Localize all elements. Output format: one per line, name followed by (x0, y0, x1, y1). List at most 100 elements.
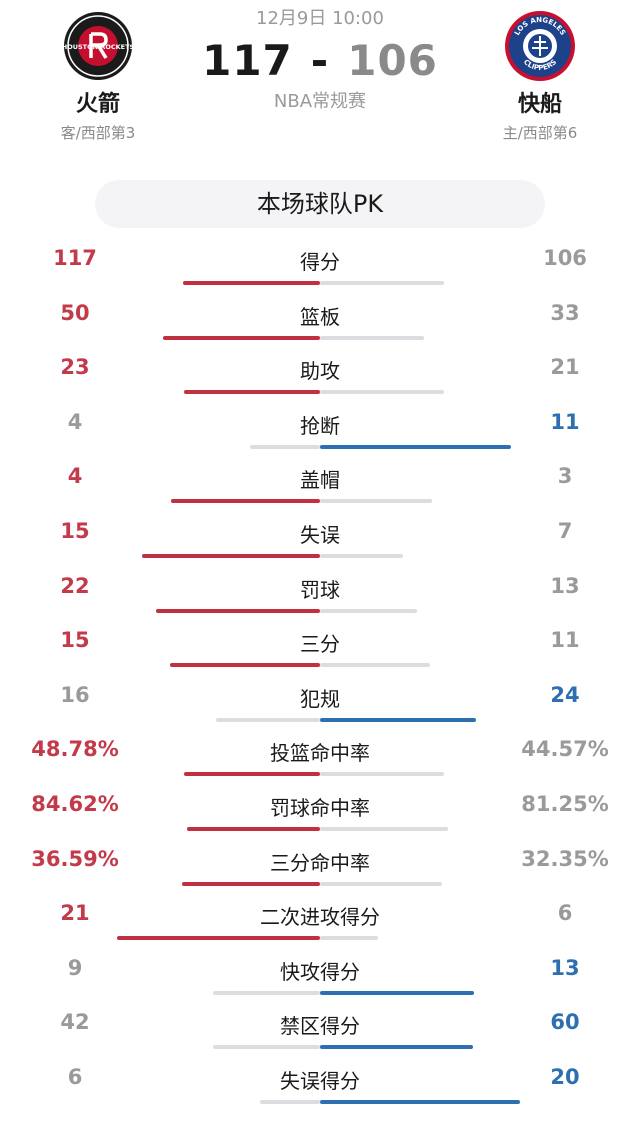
home-stat-bar (320, 553, 403, 558)
away-stat-bar (117, 936, 320, 941)
away-stat-bar (213, 990, 320, 995)
away-stat-value: 6 (67, 1064, 83, 1089)
stat-label: 二次进攻得分 (260, 905, 380, 930)
away-stat-value: 117 (53, 246, 97, 270)
stat-label: 犯规 (300, 686, 340, 711)
away-stat-bar (213, 1045, 320, 1050)
away-team[interactable]: HOUSTON ROCKETS 火箭 客/西部第3 (28, 8, 168, 143)
away-stat-value: 16 (60, 682, 90, 707)
home-stat-value: 106 (543, 246, 587, 270)
stat-row: 84.62% 罚球命中率 81.25% (0, 784, 640, 839)
stat-label: 三分命中率 (270, 850, 370, 875)
stat-row: 36.59% 三分命中率 32.35% (0, 839, 640, 894)
stat-row: 4 盖帽 3 (0, 456, 640, 511)
home-stat-value: 7 (557, 518, 573, 543)
home-stat-bar (320, 663, 430, 668)
home-stat-value: 24 (550, 682, 580, 707)
home-stat-bar (320, 990, 474, 995)
home-stat-bar (320, 881, 442, 886)
home-stat-bar (320, 717, 476, 722)
stat-row: 50 篮板 33 (0, 293, 640, 348)
away-stat-bar (250, 444, 320, 449)
home-stat-bar (320, 390, 444, 395)
away-stat-value: 36.59% (31, 846, 119, 871)
home-stat-bar (320, 1099, 520, 1104)
stat-row: 48.78% 投篮命中率 44.57% (0, 729, 640, 784)
away-stat-bar (183, 281, 320, 285)
stat-comparison-list: 117 得分 106 50 篮板 33 23 助攻 21 4 抢断 11 4 盖帽 3 15 失误 7 22 罚球 13… (0, 238, 640, 1112)
home-stat-value: 32.35% (521, 846, 609, 871)
stat-label: 罚球命中率 (270, 795, 370, 820)
stat-row: 16 犯规 24 (0, 675, 640, 730)
home-stat-value: 6 (557, 901, 573, 926)
home-stat-bar (320, 335, 424, 340)
away-stat-value: 21 (60, 901, 90, 926)
home-stat-bar (320, 826, 448, 831)
home-stat-value: 81.25% (521, 791, 609, 816)
home-score: 106 (347, 36, 438, 85)
home-stat-value: 13 (550, 955, 580, 980)
away-stat-value: 22 (60, 573, 90, 598)
away-stat-bar (171, 499, 320, 504)
home-stat-value: 44.57% (521, 737, 609, 762)
home-stat-bar (320, 608, 417, 613)
away-stat-bar (156, 608, 320, 613)
away-team-name: 火箭 (75, 92, 120, 117)
away-stat-value: 42 (60, 1010, 90, 1035)
stat-row: 15 失误 7 (0, 511, 640, 566)
stat-label: 失误得分 (280, 1068, 360, 1093)
stat-label: 三分 (300, 632, 340, 657)
home-stat-value: 3 (557, 464, 573, 489)
home-stat-bar (320, 1045, 473, 1050)
score-dash: - (310, 36, 330, 85)
stat-row: 23 助攻 21 (0, 347, 640, 402)
stat-row: 42 禁区得分 60 (0, 1002, 640, 1057)
away-stat-value: 4 (67, 409, 83, 434)
away-stat-bar (216, 717, 320, 722)
home-stat-bar (320, 281, 444, 285)
home-stat-bar (320, 936, 378, 941)
home-stat-value: 11 (550, 628, 580, 653)
clippers-logo-bottom-text: CLIPPERS (522, 58, 558, 72)
home-stat-value: 20 (550, 1064, 580, 1089)
home-team[interactable]: LOS ANGELES CLIPPERS 快船 主/西部第6 (470, 8, 610, 143)
home-team-standing: 主/西部第6 (502, 124, 578, 142)
away-stat-bar (184, 772, 320, 777)
stat-row: 117 得分 106 (0, 238, 640, 293)
stat-label: 助攻 (300, 359, 340, 384)
away-stat-bar (184, 390, 320, 395)
stat-label: 快攻得分 (280, 959, 360, 984)
away-stat-value: 15 (60, 518, 90, 543)
away-stat-bar (260, 1099, 320, 1104)
away-stat-value: 84.62% (31, 791, 119, 816)
away-stat-value: 50 (60, 300, 90, 325)
away-team-standing: 客/西部第3 (60, 124, 136, 142)
rockets-logo-icon: HOUSTON ROCKETS (60, 8, 136, 84)
stat-label: 失误 (300, 522, 340, 547)
away-stat-value: 15 (60, 628, 90, 653)
away-score: 117 (202, 36, 293, 85)
away-stat-bar (170, 663, 320, 668)
stat-row: 15 三分 11 (0, 620, 640, 675)
league-label: NBA常规赛 (273, 91, 367, 112)
away-stat-bar (187, 826, 320, 831)
game-header: HOUSTON ROCKETS 火箭 客/西部第3 12月9日 10:00 11… (0, 0, 640, 150)
away-stat-bar (163, 335, 320, 340)
scoreline: 117-106 (180, 36, 460, 85)
away-stat-value: 48.78% (31, 737, 119, 762)
away-stat-bar (142, 553, 320, 558)
home-stat-bar (320, 772, 444, 777)
away-stat-bar (182, 881, 320, 886)
home-stat-value: 11 (550, 409, 580, 434)
score-center: 12月9日 10:00 117-106 NBA常规赛 (180, 4, 460, 113)
home-stat-value: 33 (550, 300, 580, 325)
home-stat-value: 60 (550, 1010, 580, 1035)
stat-row: 9 快攻得分 13 (0, 948, 640, 1003)
stat-row: 4 抢断 11 (0, 402, 640, 457)
stat-label: 罚球 (300, 577, 340, 602)
stat-row: 21 二次进攻得分 6 (0, 893, 640, 948)
away-stat-value: 4 (67, 464, 83, 489)
home-stat-bar (320, 499, 432, 504)
stat-row: 22 罚球 13 (0, 566, 640, 621)
away-stat-value: 9 (67, 955, 83, 980)
